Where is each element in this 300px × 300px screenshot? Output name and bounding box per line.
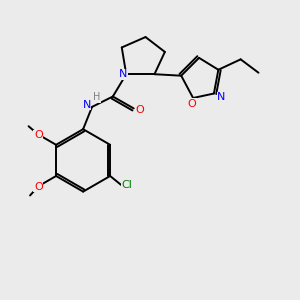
- Text: N: N: [119, 69, 128, 79]
- Text: N: N: [217, 92, 226, 102]
- Text: H: H: [93, 92, 100, 102]
- Text: Cl: Cl: [122, 180, 133, 190]
- Text: O: O: [34, 182, 43, 192]
- Text: O: O: [34, 130, 43, 140]
- Text: O: O: [136, 105, 145, 115]
- Text: O: O: [187, 99, 196, 109]
- Text: N: N: [82, 100, 91, 110]
